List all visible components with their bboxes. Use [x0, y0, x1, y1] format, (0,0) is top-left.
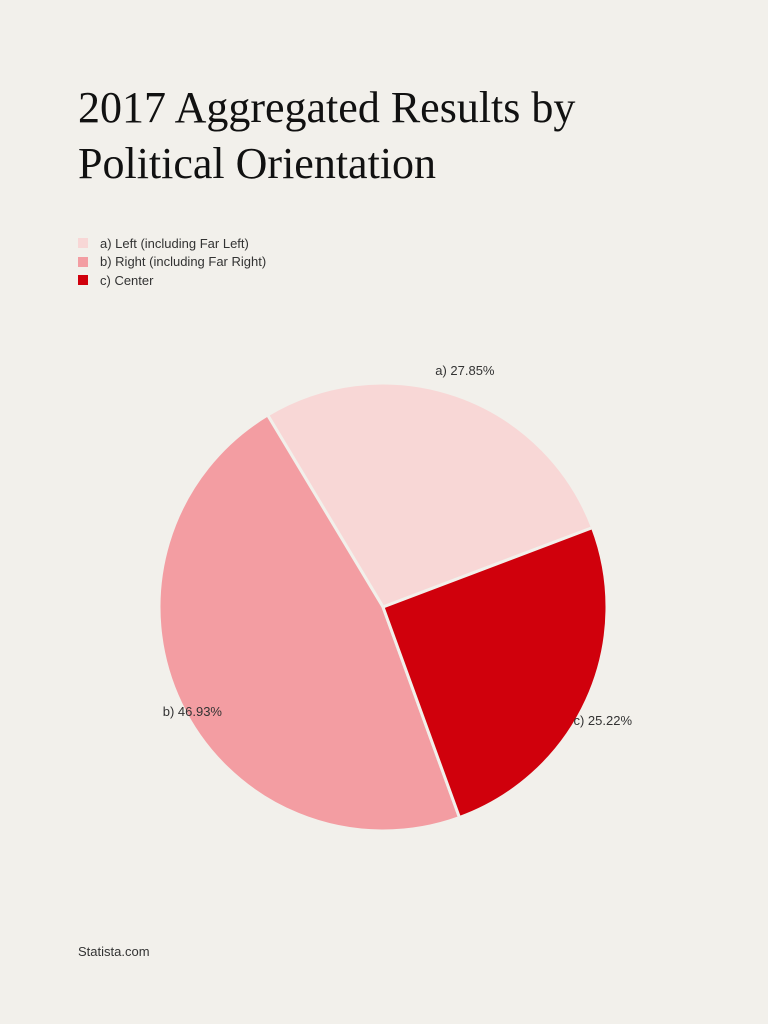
- legend-label-left: a) Left (including Far Left): [100, 235, 249, 251]
- legend-label-center: c) Center: [100, 272, 154, 288]
- pie-slice-left: [266, 381, 594, 609]
- pie-slices: [157, 381, 609, 833]
- legend-item-right: b) Right (including Far Right): [78, 253, 266, 272]
- legend-label-right: b) Right (including Far Right): [100, 254, 267, 270]
- data-label-center: c) 25.22%: [573, 713, 632, 728]
- legend-swatch-left: [78, 238, 88, 249]
- data-label-left: a) 27.85%: [435, 363, 495, 378]
- legend-swatch-right: [78, 256, 88, 267]
- pie-data-labels: a) 27.85% b) 46.93% c) 25.22%: [163, 363, 633, 728]
- chart-title: 2017 Aggregated Results by Political Ori…: [78, 83, 576, 188]
- pie-slice-center: [381, 526, 609, 820]
- data-label-right: b) 46.93%: [163, 704, 223, 719]
- legend-swatch-center: [78, 275, 88, 286]
- legend-item-left: a) Left (including Far Left): [78, 234, 266, 253]
- pie-slice-right: [157, 413, 461, 833]
- legend-item-center: c) Center: [78, 271, 266, 290]
- source-credit: Statista.com: [78, 944, 150, 959]
- chart-legend: a) Left (including Far Left) b) Right (i…: [78, 234, 266, 290]
